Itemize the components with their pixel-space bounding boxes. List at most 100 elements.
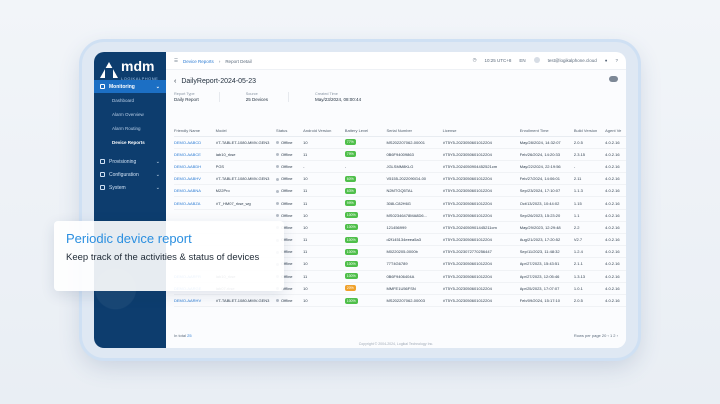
battery-cell: - [344,160,387,174]
table-header-row: Friendly Name Model Status Android Version B… [174,126,626,137]
table-cell: 2.0.5 [573,294,606,308]
friendly-name-link[interactable]: DEMO-AABZA [174,196,216,210]
sidebar-item-device-reports[interactable]: Device Reports [112,140,145,145]
status-text: Offline [281,176,293,182]
table-cell: 4.0.2.16 [605,294,626,308]
table-row[interactable]: DEMO-AABDH PGS Offline - - JGLSMM8KLG VT5Y5-20… [174,160,626,174]
status-cell: Offline [276,172,304,186]
table-cell: MS202207062-00001 [386,136,443,149]
total-value: 25 [187,333,192,338]
back-arrow-icon[interactable]: ‹ [174,78,177,85]
friendly-name-link[interactable]: DEMO-AABHV [174,172,216,186]
table-cell: Aug/21/2023, 17:20:52 [519,233,574,247]
battery-cell: 60% [344,172,387,186]
next-page-icon[interactable]: › [616,333,618,338]
menu-icon[interactable]: ☰ [174,58,179,63]
meta-label: Created Time [315,92,338,96]
status-dot-icon [276,177,280,181]
table-cell: 2.0.5 [573,136,606,149]
table-cell: 0B6F9406404A [386,270,443,283]
column-header[interactable]: License [442,126,520,137]
user-email[interactable]: test@logikalphone.cloud [547,57,597,63]
cloud-icon[interactable] [609,76,618,82]
column-header[interactable]: Battery Level [344,126,387,137]
sidebar-group-configuration[interactable]: Configuration ⌄ [94,168,166,181]
sidebar-group-system[interactable]: System ⌄ [94,181,166,194]
meta-value: 25 Devices [245,97,269,102]
rows-per-page-select[interactable]: 20 [601,333,607,338]
status-text: Offline [281,163,293,169]
battery-cell: 100% [344,233,387,247]
table-cell: 2.2 [573,221,606,235]
logo-mark-icon [100,61,118,78]
notification-icon[interactable]: ● [604,57,608,63]
table-cell: Sep/11/2023, 11:48:32 [519,245,574,259]
column-header[interactable]: Build Version [573,126,606,137]
table-row[interactable]: DEMO-AARGEtab07-rkseOffline1020%MMFE1U56… [174,282,626,295]
battery-badge: 100% [344,273,358,280]
topbar-right: ◷ 10:25 UTC+8 EN test@logikalphone.cloud… [473,57,618,63]
battery-cell: 63% [344,184,387,198]
sidebar-item-alarm-overview[interactable]: Alarm Overview [112,112,144,117]
help-icon[interactable]: ? [615,57,618,63]
column-header[interactable]: Model [215,126,277,137]
prev-page-icon[interactable]: ‹ [607,333,609,338]
table-row[interactable]: Offline 10 100% MS02346478MA8D6... VT5Y5-202… [174,209,626,222]
sidebar-group-monitoring[interactable]: Monitoring ⌄ [94,80,166,93]
column-header[interactable]: Agent Ve [605,126,626,137]
table-cell: 10 [303,136,345,149]
status-cell: Offline [276,294,304,308]
friendly-name-link[interactable]: DEMO-AABCD [174,136,216,149]
status-cell: Offline [276,160,304,174]
page-1-button[interactable]: 1 [609,333,613,338]
column-header[interactable]: Enrollment Time [519,126,574,137]
avatar[interactable] [533,57,540,63]
language-selector[interactable]: EN [519,57,526,63]
friendly-name-link[interactable]: DEMO-AABNA [174,184,216,198]
status-dot-icon [276,153,280,157]
battery-cell: 100% [344,257,387,271]
pagination: Rows per page 20 ‹ 1 2 › [574,333,618,338]
table-row[interactable]: DEMO-AARHV VT-TABLET-1080-MMV-GEN3 Offline… [174,294,626,308]
table-row[interactable]: DEMO-AABCE tab10_rkse Offline 11 79% 0B6F9400… [174,148,626,161]
friendly-name-link[interactable]: DEMO-AARHV [174,294,216,308]
column-header[interactable]: Android Version [303,126,345,137]
table-cell: M0220205-0000b [386,245,443,259]
column-header[interactable]: Friendly Name [174,126,216,137]
table-cell: 10 [303,172,345,186]
status-dot-icon [276,165,280,169]
table-cell: Apr/27/2023, 12:05:46 [519,270,574,283]
table-cell: d2f145134eeea5a3 [386,233,443,247]
sidebar-item-alarm-routing[interactable]: Alarm Routing [112,126,141,131]
table-cell: Feb/27/2024, 14:06:01 [519,172,574,186]
page-2-button[interactable]: 2 [613,333,616,338]
breadcrumb-device-reports[interactable]: Device Reports [183,58,214,64]
table-cell: 11 [303,148,345,161]
sidebar-group-provisioning[interactable]: Provisioning ⌄ [94,155,166,168]
table-cell: VT-TABLET-1080-MMV-GEN3 [215,294,277,308]
table-cell: - [303,160,345,174]
status-text: Offline [281,224,293,230]
table-cell: Sep/26/2023, 15:23:20 [519,209,574,222]
sidebar: mdm LOGIKALPHONE Monitoring ⌄ Provisioning… [94,52,166,348]
friendly-name-link[interactable] [174,209,216,222]
sidebar-item-dashboard[interactable]: Dashboard [112,98,135,103]
chevron-down-icon: ⌄ [155,171,160,178]
table-row[interactable]: DEMO-AABNA M22Pro Offline 11 63% N2MTGQ5TAL VT… [174,184,626,198]
status-dot-icon [276,214,280,218]
group-icon [100,172,105,177]
table-row[interactable]: DEMO-AABCD VT-TABLET-1080-MMV-GEN3 Offline… [174,136,626,149]
brand-name: mdm [121,58,155,74]
friendly-name-link[interactable]: DEMO-AABDH [174,160,216,174]
meta-created-time: Created Time May/23/2024, 08:00:44 [315,92,381,102]
table-row[interactable]: DEMO-AABZA VT_HM07_rkse_wg Offline 11 99% 308… [174,196,626,210]
table-row[interactable]: DEMO-AABHV VT-TABLET-1080-MMV-GEN3 Offline… [174,172,626,186]
table-cell: N2MTGQ5TAL [386,184,443,198]
column-header[interactable]: Serial Number [386,126,443,137]
table-cell: VT5Y5-2023050601012204 [442,270,520,283]
chevron-down-icon: ⌄ [155,158,160,165]
table-cell: VT5Y5-2023050601012204 [442,282,520,295]
friendly-name-link[interactable]: DEMO-AABCE [174,148,216,161]
column-header[interactable]: Status [276,126,304,137]
table-cell: 308LC82H6G [386,196,443,210]
